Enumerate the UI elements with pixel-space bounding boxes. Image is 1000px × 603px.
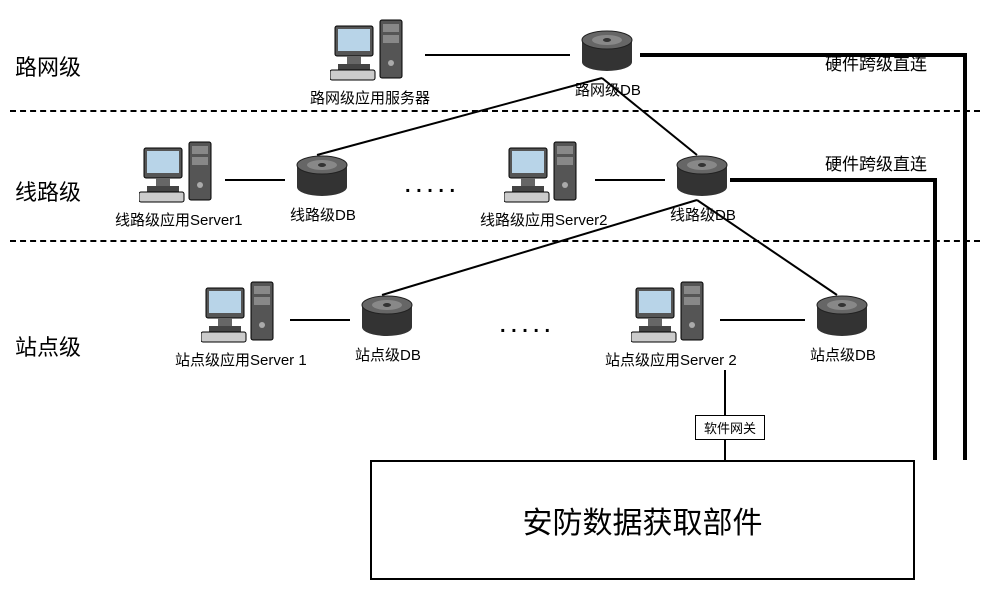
database-icon bbox=[360, 295, 415, 340]
hw-direct-label-middle: 硬件跨级直连 bbox=[825, 150, 927, 175]
server-icon bbox=[330, 18, 410, 83]
line-server1-node: 线路级应用Server1 bbox=[115, 140, 243, 230]
station-db1-node: 站点级DB bbox=[355, 295, 421, 365]
security-data-label: 安防数据获取部件 bbox=[523, 498, 763, 542]
network-db-label: 路网级DB bbox=[575, 79, 641, 100]
line-db1-node: 线路级DB bbox=[290, 155, 356, 225]
server-icon bbox=[139, 140, 219, 205]
station-db2-node: 站点级DB bbox=[810, 295, 876, 365]
station-server2-label: 站点级应用Server 2 bbox=[605, 349, 737, 370]
station-db2-label: 站点级DB bbox=[810, 344, 876, 365]
network-server-label: 路网级应用服务器 bbox=[310, 87, 430, 108]
security-data-component: 安防数据获取部件 bbox=[370, 460, 915, 580]
ellipsis-1: . . . . . bbox=[405, 175, 455, 198]
server-icon bbox=[504, 140, 584, 205]
line-server1-label: 线路级应用Server1 bbox=[115, 209, 243, 230]
line-db2-node: 线路级DB bbox=[670, 155, 736, 225]
divider-2 bbox=[10, 240, 980, 242]
ellipsis-2: . . . . . bbox=[500, 315, 550, 338]
database-icon bbox=[295, 155, 350, 200]
software-gateway: 软件网关 bbox=[695, 415, 765, 440]
divider-1 bbox=[10, 110, 980, 112]
line-server2-label: 线路级应用Server2 bbox=[480, 209, 608, 230]
station-db1-label: 站点级DB bbox=[355, 344, 421, 365]
tier-label-line: 线路级 bbox=[15, 175, 81, 207]
station-server1-node: 站点级应用Server 1 bbox=[175, 280, 307, 370]
tier-label-network: 路网级 bbox=[15, 50, 81, 82]
hw-direct-label-top: 硬件跨级直连 bbox=[825, 50, 927, 75]
server-icon bbox=[201, 280, 281, 345]
line-db2-label: 线路级DB bbox=[670, 204, 736, 225]
server-icon bbox=[631, 280, 711, 345]
line-db1-label: 线路级DB bbox=[290, 204, 356, 225]
tier-label-station: 站点级 bbox=[15, 330, 81, 362]
network-server-node: 路网级应用服务器 bbox=[310, 18, 430, 108]
station-server1-label: 站点级应用Server 1 bbox=[175, 349, 307, 370]
database-icon bbox=[675, 155, 730, 200]
database-icon bbox=[815, 295, 870, 340]
line-server2-node: 线路级应用Server2 bbox=[480, 140, 608, 230]
network-db-node: 路网级DB bbox=[575, 30, 641, 100]
station-server2-node: 站点级应用Server 2 bbox=[605, 280, 737, 370]
database-icon bbox=[580, 30, 635, 75]
